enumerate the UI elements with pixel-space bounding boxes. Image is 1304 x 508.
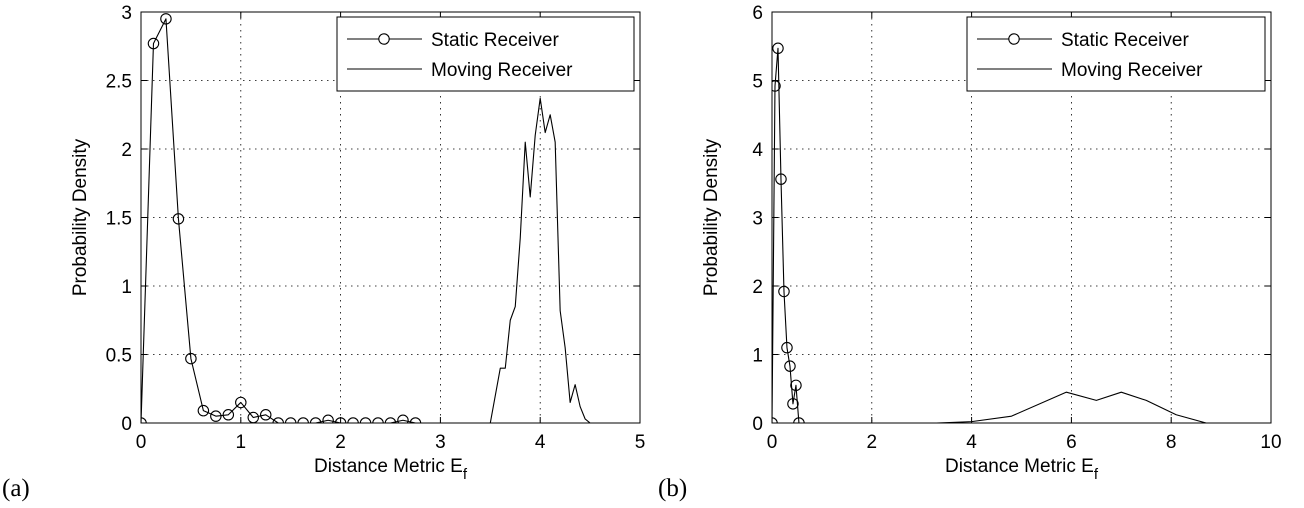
legend-label-static-receiver: Static Receiver (1061, 30, 1189, 51)
series-line-static-receiver (772, 47, 800, 423)
chart-panel-b: 0 2 4 6 8 10 0 1 2 3 4 5 6 Distance Metric Ef Probabil… (701, 3, 1282, 483)
x-tick-label: 6 (1066, 432, 1077, 453)
y-tick-label: 2 (752, 277, 763, 298)
data-point (235, 396, 247, 409)
data-point (793, 417, 805, 423)
data-point (334, 417, 347, 423)
legend-marker (378, 33, 390, 45)
panel-label: (b) (658, 475, 687, 502)
y-axis-label: Probability Density (701, 138, 722, 296)
legend-label-static-receiver: Static Receiver (431, 30, 559, 51)
data-point (772, 42, 784, 55)
data-point (185, 352, 197, 365)
legend-label-moving-receiver: Moving Receiver (1061, 60, 1203, 81)
x-tick-label: 4 (535, 432, 546, 453)
data-point (781, 341, 793, 354)
data-point (784, 360, 796, 372)
x-tick-label: 2 (867, 432, 878, 453)
data-point (272, 417, 284, 423)
x-axis-label: Distance Metric Ef (945, 456, 1099, 483)
data-point (247, 411, 260, 423)
series-line-static-receiver (141, 18, 416, 423)
y-tick-label: 3 (752, 209, 763, 230)
data-point (347, 417, 359, 423)
y-axis-label: Probability Density (70, 138, 91, 296)
data-point (787, 398, 799, 410)
x-tick-label: 5 (635, 432, 646, 453)
x-tick-label: 8 (1166, 432, 1177, 453)
legend-box (336, 16, 635, 92)
data-point (172, 213, 185, 225)
data-point (141, 417, 147, 423)
data-point (147, 37, 160, 50)
chart-panel-a: 0 1 2 3 4 5 0 0.5 1 1.5 2 2.5 3 Distance Metric Ef Pro… (70, 3, 645, 483)
y-tick-label: 5 (752, 72, 763, 93)
series-line-moving-receiver (489, 97, 596, 423)
data-point (160, 13, 172, 25)
data-point (222, 409, 235, 421)
x-tick-label: 0 (136, 432, 147, 453)
data-point (359, 417, 372, 423)
x-tick-label: 4 (966, 432, 977, 453)
data-point (309, 417, 322, 423)
panel-label: (a) (2, 475, 30, 502)
legend-box (966, 16, 1266, 92)
y-tick-label: 1 (752, 346, 763, 367)
y-tick-label: 0 (121, 414, 132, 435)
data-point (259, 409, 272, 421)
y-tick-label: 1 (121, 277, 132, 298)
x-tick-label: 1 (236, 432, 247, 453)
data-point (772, 80, 781, 92)
data-point (197, 404, 210, 417)
data-point (297, 417, 309, 423)
legend-label-moving-receiver: Moving Receiver (431, 60, 573, 81)
y-tick-label: 1.5 (106, 209, 132, 230)
data-point (778, 285, 790, 298)
data-point (284, 417, 297, 423)
x-axis-label: Distance Metric Ef (314, 456, 468, 483)
y-tick-label: 2 (121, 140, 132, 161)
x-tick-label: 10 (1260, 432, 1281, 453)
data-point (409, 417, 422, 423)
legend: Static Receiver Moving Receiver (966, 16, 1266, 92)
plot-data (772, 42, 1207, 423)
plot-data (141, 13, 596, 423)
data-point (790, 379, 802, 392)
data-point (210, 410, 222, 422)
data-point (775, 173, 787, 185)
y-tick-label: 3 (121, 3, 132, 24)
x-tick-label: 0 (767, 432, 778, 453)
y-tick-label: 2.5 (106, 72, 132, 93)
y-tick-label: 4 (752, 140, 763, 161)
legend: Static Receiver Moving Receiver (336, 16, 635, 92)
data-point (397, 414, 409, 423)
y-tick-label: 0 (752, 414, 763, 435)
data-point (384, 417, 397, 423)
series-line-moving-receiver (936, 391, 1207, 423)
data-point (372, 417, 384, 423)
data-point (322, 414, 334, 423)
legend-marker (1008, 33, 1020, 45)
y-tick-label: 6 (752, 3, 763, 24)
data-point (772, 417, 778, 423)
x-tick-label: 3 (435, 432, 446, 453)
y-tick-label: 0.5 (106, 346, 132, 367)
x-tick-label: 2 (335, 432, 346, 453)
